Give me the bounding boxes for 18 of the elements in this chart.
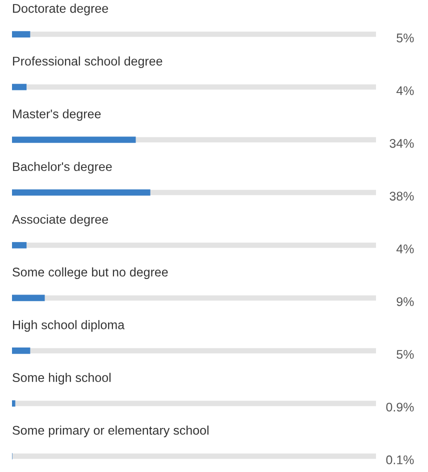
data-label: 5% — [396, 34, 414, 42]
data-label: 0.9% — [386, 402, 414, 412]
y-tick-label: Master's degree — [13, 109, 101, 121]
y-tick-label: Professional school degree — [13, 56, 162, 68]
y-tick-label: Some college but no degree — [12, 267, 168, 280]
y-tick-label: Some primary or elementary school — [12, 426, 208, 438]
y-tick-label: Some high school — [12, 372, 111, 384]
data-label: 5% — [396, 350, 414, 359]
data-label: 4% — [396, 244, 414, 254]
data-label: 9% — [396, 297, 414, 306]
y-tick-label: Doctorate degree — [13, 4, 108, 16]
data-label: 38% — [390, 192, 414, 201]
data-label: 0.1% — [386, 455, 414, 464]
data-label: 4% — [396, 86, 414, 96]
data-label: 34% — [390, 139, 414, 148]
y-tick-label: Associate degree — [12, 214, 108, 226]
y-tick-label: High school diploma — [13, 320, 125, 332]
y-tick-label: Bachelor's degree — [13, 162, 112, 174]
